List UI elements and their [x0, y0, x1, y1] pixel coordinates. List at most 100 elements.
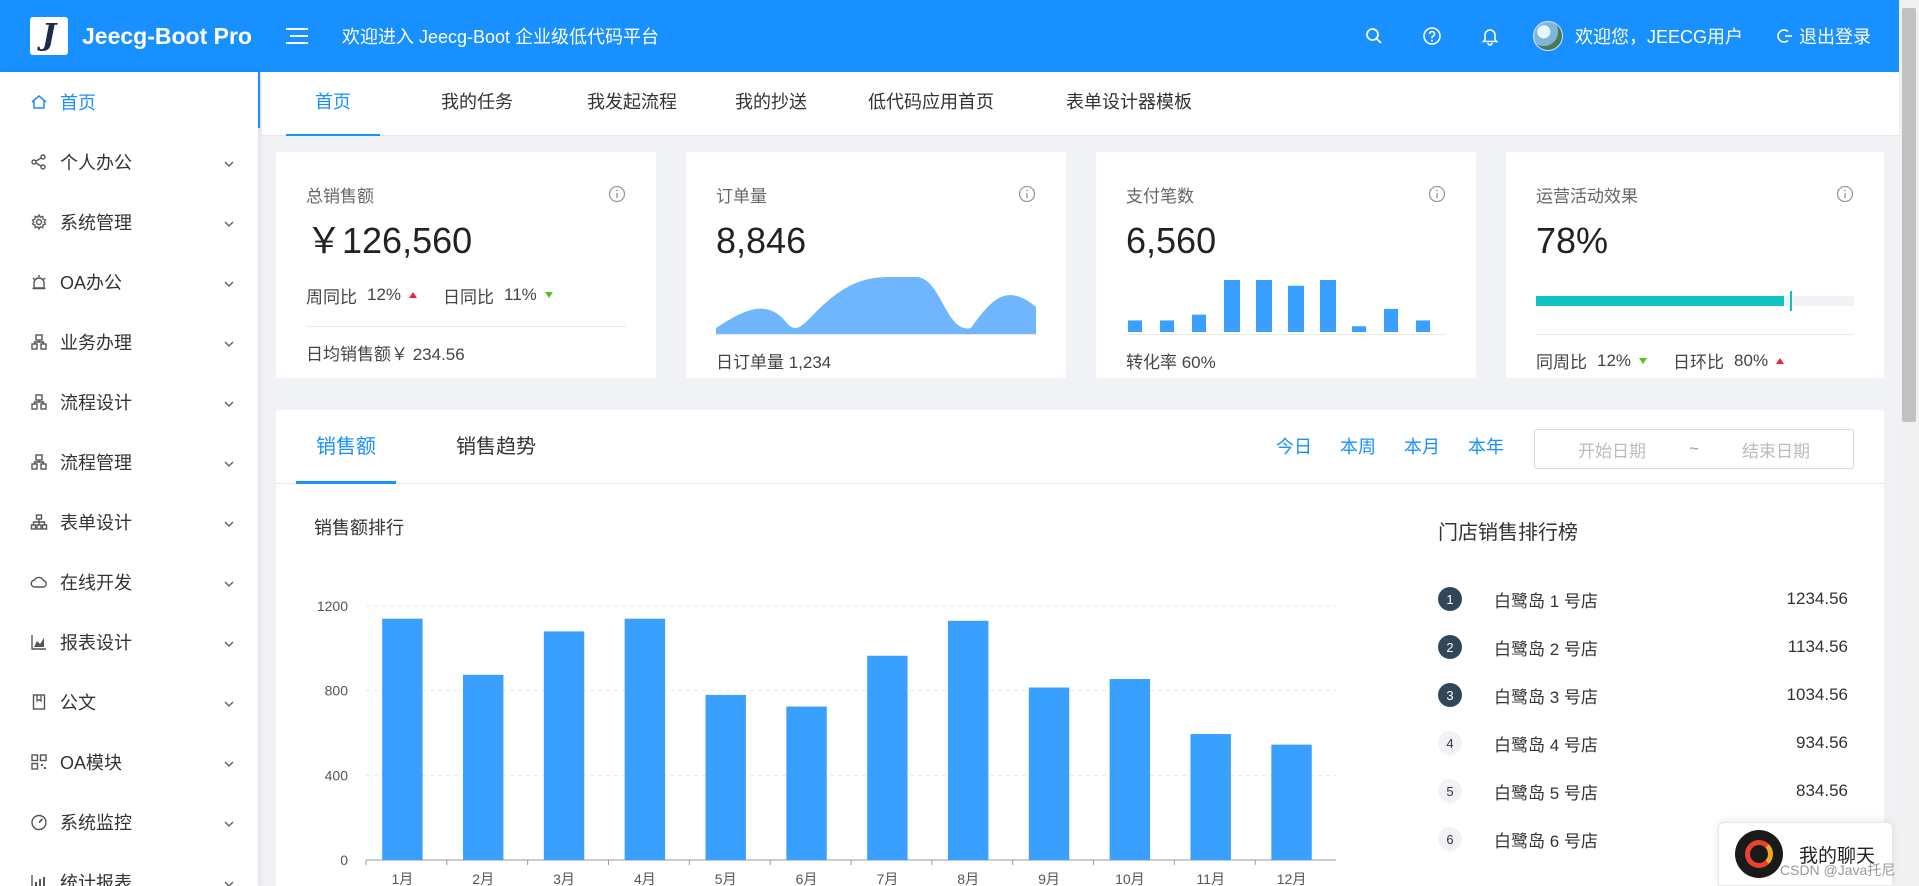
sidebar-item-label: 表单设计	[60, 513, 132, 533]
card-orders: 订单量 8,846 日订单量 1,234	[686, 152, 1066, 378]
avatar[interactable]	[1532, 21, 1563, 51]
date-range-picker[interactable]: 开始日期 ~ 结束日期	[1534, 429, 1854, 469]
list-item: 3 白鹭岛 3 号店 1034.56	[1438, 671, 1848, 719]
user-greeting[interactable]: 欢迎您，JEECG用户	[1574, 27, 1743, 47]
chevron-down-icon	[222, 575, 236, 589]
start-date-input[interactable]: 开始日期	[1578, 441, 1647, 461]
bar[interactable]	[705, 694, 746, 860]
scrollbar-thumb[interactable]	[1902, 8, 1916, 422]
info-icon[interactable]	[608, 185, 626, 203]
bell-icon[interactable]	[1461, 0, 1519, 72]
sidebar-item-label: 统计报表	[60, 873, 132, 886]
sidebar-item[interactable]: 表单设计	[0, 492, 258, 552]
tab-bar: 首页 我的任务 我发起流程 我的抄送 低代码应用首页 表单设计器模板	[258, 72, 1899, 136]
logout-icon	[1777, 29, 1792, 43]
mini-bar	[1192, 314, 1206, 332]
card-value: 6,560	[1126, 220, 1217, 261]
card-label: 运营活动效果	[1536, 186, 1638, 206]
sidebar-item[interactable]: 流程设计	[0, 372, 258, 432]
bar[interactable]	[867, 655, 908, 860]
range-week[interactable]: 本周	[1340, 437, 1376, 457]
x-tick-label: 12月	[1277, 871, 1307, 886]
page-scrollbar[interactable]	[1899, 0, 1919, 886]
y-tick-label: 1200	[317, 598, 348, 614]
sidebar-item[interactable]: 在线开发	[0, 552, 258, 612]
bar[interactable]	[1028, 687, 1070, 860]
x-tick-label: 4月	[634, 871, 656, 886]
bar[interactable]	[1271, 744, 1312, 860]
bar[interactable]	[543, 631, 585, 860]
help-icon[interactable]	[1403, 0, 1461, 72]
x-tick-label: 11月	[1196, 871, 1225, 886]
chevron-down-icon	[222, 455, 236, 469]
info-icon[interactable]	[1018, 185, 1036, 203]
range-month[interactable]: 本月	[1404, 437, 1440, 457]
menu-fold-icon[interactable]	[282, 21, 312, 51]
range-today[interactable]: 今日	[1276, 437, 1312, 457]
info-icon[interactable]	[1428, 185, 1446, 203]
sidebar-item[interactable]: 个人办公	[0, 132, 258, 192]
sidebar-item[interactable]: 业务办理	[0, 312, 258, 372]
range-year[interactable]: 本年	[1468, 437, 1504, 457]
welcome-banner: 欢迎进入 Jeecg-Boot 企业级低代码平台	[342, 27, 660, 47]
chart-title: 销售额排行	[314, 518, 404, 538]
sidebar-item[interactable]: OA办公	[0, 252, 258, 312]
sidebar-item-label: 业务办理	[60, 333, 132, 353]
x-tick-label: 10月	[1115, 871, 1145, 886]
chat-logo-icon	[1735, 830, 1783, 878]
gear-icon	[30, 213, 48, 231]
info-icon[interactable]	[1836, 185, 1854, 203]
logout-button[interactable]: 退出登录	[1777, 23, 1871, 49]
alarm-icon	[30, 273, 48, 291]
logo[interactable]: J Jeecg-Boot Pro	[0, 0, 258, 72]
sidebar-item[interactable]: 流程管理	[0, 432, 258, 492]
trend-value: 80%	[1734, 350, 1769, 370]
sidebar-item[interactable]: 报表设计	[0, 612, 258, 672]
end-date-input[interactable]: 结束日期	[1741, 441, 1810, 461]
search-icon[interactable]	[1345, 0, 1403, 72]
bar[interactable]	[1190, 734, 1231, 860]
tab[interactable]: 表单设计器模板	[1066, 92, 1192, 112]
x-tick-label: 7月	[876, 871, 898, 886]
dashboard-icon	[30, 813, 48, 831]
sidebar-item[interactable]: 首页	[0, 72, 258, 132]
caret-down-icon	[1639, 357, 1648, 364]
bar[interactable]	[382, 618, 423, 860]
sidebar-item[interactable]: OA模块	[0, 732, 258, 792]
bar[interactable]	[1109, 679, 1151, 860]
tab[interactable]: 我的任务	[441, 92, 513, 112]
tab-sales-trend[interactable]: 销售趋势	[456, 436, 536, 458]
card-footer: 日均销售额￥ 234.56	[306, 326, 626, 378]
sales-panel: 销售额 销售趋势 今日 本周 本月 本年 开始日期 ~ 结束日期 销售额排行 0…	[276, 410, 1884, 886]
bar[interactable]	[786, 706, 827, 860]
tab[interactable]: 低代码应用首页	[868, 92, 994, 112]
chevron-down-icon	[222, 335, 236, 349]
sales-bar-chart: 0 400 800 1200 1月 2月 3月 4月 5月 6月 7月 8月 9月 10月 11月 12月	[317, 598, 1336, 886]
logo-mark: J	[30, 17, 68, 55]
campaign-progress	[1536, 272, 1854, 334]
sidebar-item[interactable]: 系统监控	[0, 792, 258, 852]
mini-bar	[1352, 326, 1366, 332]
bar[interactable]	[463, 674, 504, 860]
chat-widget[interactable]: 我的聊天	[1718, 822, 1893, 886]
bar[interactable]	[624, 618, 666, 860]
sidebar-item[interactable]: 统计报表	[0, 852, 258, 886]
sidebar-item-label: 首页	[60, 93, 96, 113]
sidebar-item[interactable]: 系统管理	[0, 192, 258, 252]
rank-badge: 3	[1438, 683, 1462, 707]
bar[interactable]	[948, 620, 989, 860]
cluster-icon	[30, 333, 48, 351]
trend-label: 周同比	[306, 287, 357, 307]
range-separator: ~	[1689, 439, 1699, 458]
tab[interactable]: 首页	[286, 72, 380, 136]
trend-label: 日环比	[1673, 353, 1725, 372]
progress-track	[1536, 291, 1854, 311]
tab[interactable]: 我发起流程	[587, 92, 677, 112]
store-name: 白鹭岛 6 号店	[1494, 831, 1598, 851]
tab[interactable]: 我的抄送	[735, 92, 807, 112]
sidebar-item-label: 流程管理	[60, 453, 132, 473]
tab-sales[interactable]: 销售额	[296, 410, 396, 484]
store-value: 934.56	[1796, 733, 1848, 752]
sidebar-item[interactable]: 公文	[0, 672, 258, 732]
cluster-icon	[30, 393, 48, 411]
